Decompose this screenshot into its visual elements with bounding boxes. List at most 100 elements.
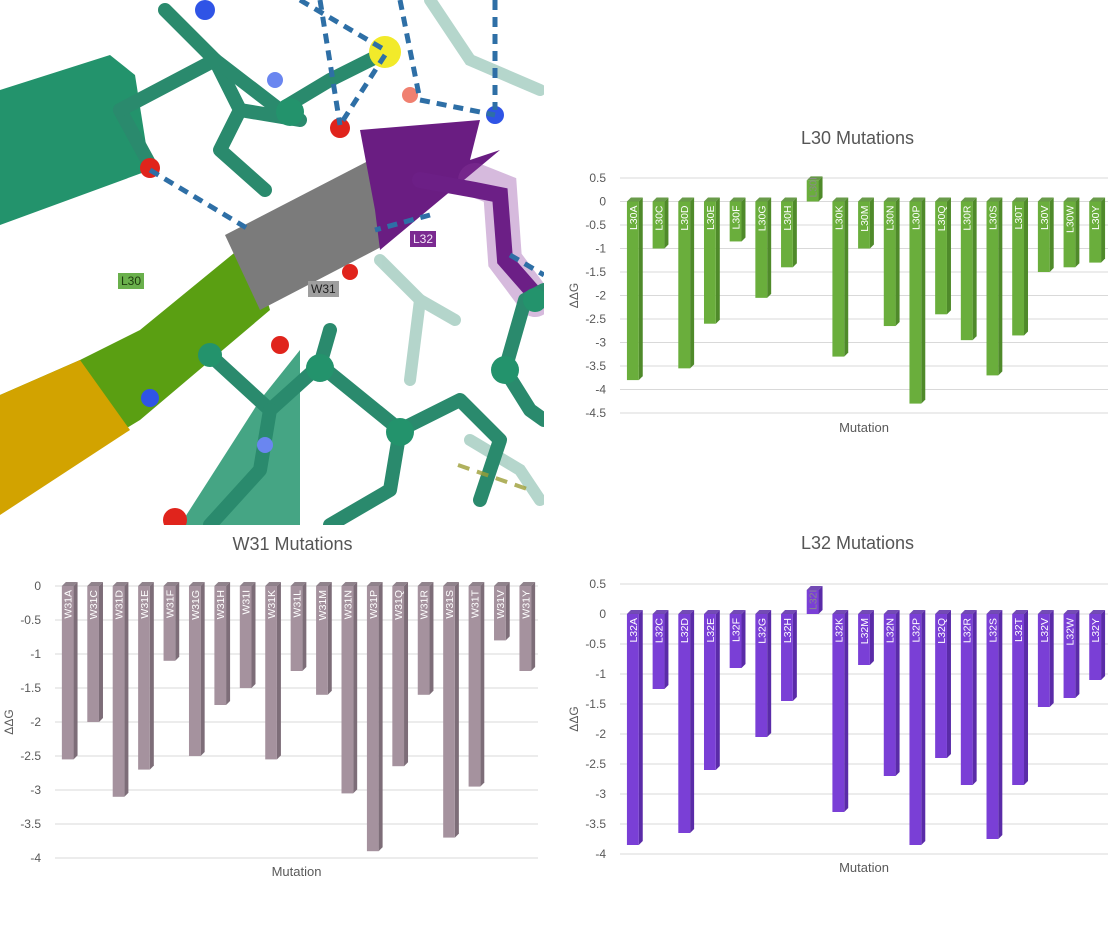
y-tick-label: -2.5	[585, 312, 606, 326]
bar-top	[239, 582, 256, 586]
y-axis-label: ΔΔG	[567, 283, 581, 308]
category-label: L30M	[859, 206, 871, 232]
category-label: L32R	[962, 618, 974, 644]
category-label: L32K	[833, 618, 845, 643]
bar-L32H	[781, 614, 793, 701]
bar-side	[792, 610, 797, 701]
y-tick-label: 0	[599, 607, 606, 621]
bar-side	[226, 582, 231, 705]
y-tick-label: -3	[595, 336, 606, 350]
bar-side	[946, 197, 951, 315]
x-axis-label: Mutation	[839, 420, 889, 435]
category-label: W31C	[88, 590, 100, 620]
category-label: W31R	[419, 590, 431, 620]
bar-L32G	[755, 614, 768, 737]
label-l30: L30	[118, 273, 145, 289]
bar-W31R	[417, 586, 430, 695]
chart-svg-w31: W31 Mutations 0 -0.5 -1 -1.5 -2 -2.5 -3 -3.5 -4 ΔΔ…	[2, 534, 538, 879]
bar-top	[1012, 610, 1029, 614]
bar-top	[986, 610, 1003, 614]
y-tick-label: -3.5	[585, 359, 606, 373]
bar-top	[138, 582, 154, 586]
bar-top	[883, 197, 900, 202]
category-label: L30R	[962, 205, 974, 231]
bar-top	[909, 610, 926, 614]
y-tick-label: -1	[595, 667, 606, 681]
bar-top	[960, 610, 977, 614]
bar-side	[638, 197, 643, 381]
x-axis-label: Mutation	[272, 864, 322, 879]
bar-side	[741, 197, 746, 242]
bar-top	[858, 197, 874, 202]
category-label: W31S	[444, 590, 456, 619]
label-w31: W31	[308, 281, 339, 297]
y-tick-label: -3	[30, 783, 41, 797]
bar-side	[251, 582, 256, 688]
y-tick-label: -1	[595, 242, 606, 256]
bar-top	[652, 197, 669, 202]
bar-side	[946, 610, 951, 758]
bar-top	[214, 582, 231, 586]
bar-top	[626, 197, 643, 202]
bar-side	[505, 582, 510, 641]
bar-top	[1089, 197, 1106, 202]
bar-side	[741, 610, 746, 668]
bar-top	[1037, 610, 1054, 614]
bar-side	[429, 582, 434, 695]
category-label: L30S	[987, 206, 999, 231]
bar-top	[290, 582, 307, 586]
bar-side	[869, 610, 874, 665]
bar-side	[98, 582, 103, 722]
bar-side	[895, 610, 900, 776]
strand-gold	[0, 360, 130, 515]
bar-side	[921, 610, 926, 845]
category-label: L30K	[833, 206, 845, 231]
bar-W31Y	[519, 586, 532, 671]
bar-L32E	[703, 614, 716, 770]
bar-top	[832, 197, 849, 202]
category-label: L32H	[782, 618, 794, 643]
bar-top	[112, 582, 129, 586]
bar-L30M	[858, 201, 870, 249]
y-tick-label: 0	[599, 195, 606, 209]
bar-top	[678, 197, 695, 202]
bar-L32C	[652, 614, 665, 689]
category-label: L30I	[808, 177, 820, 197]
bar-side	[818, 176, 823, 202]
bar-side	[638, 610, 643, 845]
bar-top	[806, 586, 823, 590]
strand-teal-bottom	[180, 350, 300, 525]
bar-W31C	[87, 586, 99, 722]
bar-side	[844, 610, 849, 812]
category-label: L30V	[1039, 206, 1051, 231]
bar-L30E	[703, 201, 716, 324]
y-tick-label: -0.5	[20, 613, 41, 627]
bar-top	[729, 610, 746, 614]
category-label: L30G	[756, 206, 768, 232]
bar-top	[1063, 610, 1080, 614]
bar-L32N	[883, 614, 896, 776]
category-label: L30C	[654, 205, 666, 231]
bar-side	[200, 582, 205, 756]
bar-W31P	[366, 586, 379, 852]
bar-top	[163, 582, 180, 586]
category-label: L30W	[1064, 205, 1076, 233]
y-tick-label: 0	[34, 579, 41, 593]
bar-W31E	[138, 586, 150, 770]
bar-side	[327, 582, 332, 695]
bar-W31H	[214, 586, 227, 705]
bar-L32K	[832, 614, 845, 812]
y-tick-label: -4	[595, 847, 606, 861]
bar-top	[392, 582, 409, 586]
bar-top	[316, 582, 332, 586]
category-label: L30Y	[1090, 206, 1102, 231]
chart-title: L30 Mutations	[801, 128, 914, 148]
y-tick-label: -1	[30, 647, 41, 661]
bar-side	[972, 610, 977, 785]
bar-top	[1063, 197, 1080, 202]
category-label: W31P	[368, 590, 380, 619]
y-tick-label: -1.5	[585, 265, 606, 279]
bar-top	[1012, 197, 1029, 202]
bar-W31S	[443, 586, 455, 838]
chart-l32-mutations: L32 Mutations 0.5 0 -0.5 -1 -1.5 -2 -2.5 -3 -3.5 -…	[560, 528, 1115, 888]
